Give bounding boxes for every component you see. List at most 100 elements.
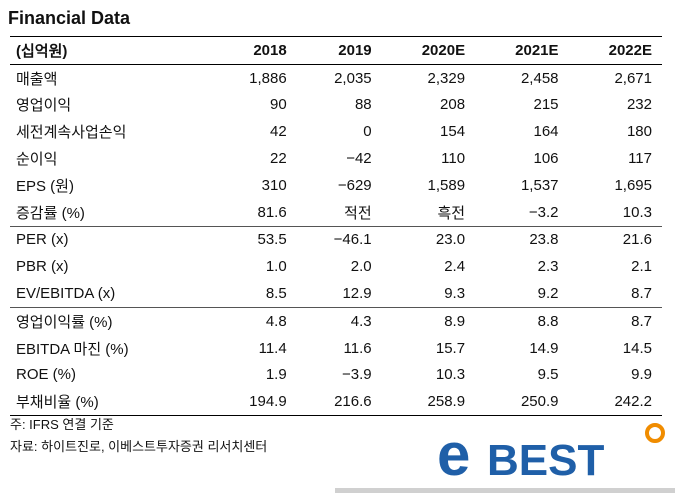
table-row: PBR (x) 1.0 2.0 2.4 2.3 2.1 xyxy=(10,253,662,280)
table-cell: 8.7 xyxy=(568,306,662,335)
bottom-bar xyxy=(335,488,675,493)
table-row: PER (x) 53.5 −46.1 23.0 23.8 21.6 xyxy=(10,225,662,254)
table-cell: 14.5 xyxy=(622,339,652,357)
table-cell: 232 xyxy=(626,96,652,114)
table-cell: 22 xyxy=(270,150,287,168)
logo-best-text: BEST xyxy=(487,436,604,483)
table-cell: 흑전 xyxy=(437,204,466,222)
table-cell: 194.9 xyxy=(212,388,297,417)
table-cell: 250.9 xyxy=(475,388,569,417)
table-cell: 1.0 xyxy=(265,258,287,276)
row-label: 순이익 xyxy=(16,151,58,169)
table-cell: 10.3 xyxy=(622,203,652,221)
table-cell: 적전 xyxy=(344,204,372,222)
table-header-row: (십억원) 2018 2019 2020E 2021E 2022E xyxy=(10,36,662,65)
unit-header: (십억원) xyxy=(16,42,68,60)
table-cell: 310 xyxy=(261,176,287,194)
table-cell: 208 xyxy=(440,96,466,114)
row-label: 증감률 (%) xyxy=(16,204,85,222)
table-cell: −46.1 xyxy=(296,225,382,254)
row-label: EPS (원) xyxy=(16,177,74,195)
table-cell: 9.9 xyxy=(631,366,652,384)
table-cell: 258.9 xyxy=(381,388,476,417)
row-label: 부채비율 (%) xyxy=(10,388,213,417)
year-header: 2020E xyxy=(421,41,466,59)
year-header: 2018 xyxy=(253,41,287,59)
table-cell: 242.2 xyxy=(568,388,662,417)
table-row: EPS (원) 310 −629 1,589 1,537 1,695 xyxy=(10,172,662,199)
table-cell: 1,589 xyxy=(427,176,466,194)
table-cell: 2,035 xyxy=(334,69,372,87)
table-cell: 2.1 xyxy=(631,258,652,276)
table-cell: 14.9 xyxy=(529,339,559,357)
table-cell: 4.8 xyxy=(212,306,297,335)
table-cell: 1,886 xyxy=(249,69,287,87)
table-cell: 1.9 xyxy=(265,366,287,384)
table-cell: 8.7 xyxy=(631,285,652,303)
table-cell: 164 xyxy=(533,123,559,141)
table-cell: −3.2 xyxy=(528,203,559,221)
footnote-basis: 주: IFRS 연결 기준 xyxy=(10,417,114,432)
table-row: 영업이익률 (%) 4.8 4.3 8.9 8.8 8.7 xyxy=(10,306,662,335)
row-label: ROE (%) xyxy=(16,366,76,384)
table-cell: 216.6 xyxy=(296,388,382,417)
table-cell: 81.6 xyxy=(257,203,287,221)
row-label: EBITDA 마진 (%) xyxy=(16,340,129,358)
table-cell: 106 xyxy=(533,150,559,168)
table-cell: 154 xyxy=(440,123,466,141)
logo-e-letter: e xyxy=(437,423,470,483)
table-row: 순이익 22 −42 110 106 117 xyxy=(10,145,662,172)
table-cell: 12.9 xyxy=(342,285,372,303)
row-label: 영업이익 xyxy=(16,97,72,115)
table-cell: 9.5 xyxy=(537,366,559,384)
table-cell: 23.8 xyxy=(475,225,569,254)
table-cell: 42 xyxy=(270,123,287,141)
table-cell: 180 xyxy=(626,123,652,141)
row-label: EV/EBITDA (x) xyxy=(16,285,116,303)
table-cell: 2.0 xyxy=(350,258,372,276)
table-cell: 15.7 xyxy=(435,339,466,357)
table-cell: 4.3 xyxy=(296,306,382,335)
table-row: EV/EBITDA (x) 8.5 12.9 9.3 9.2 8.7 xyxy=(10,280,662,307)
table-row: 증감률 (%) 81.6 적전 흑전 −3.2 10.3 xyxy=(10,199,662,226)
table-cell: 8.9 xyxy=(381,306,476,335)
table-cell: 1,537 xyxy=(520,176,559,194)
financial-table: (십억원) 2018 2019 2020E 2021E 2022E 매출액 1,8… xyxy=(10,36,662,417)
table-row: EBITDA 마진 (%) 11.4 11.6 15.7 14.9 14.5 xyxy=(10,335,662,362)
table-cell: −42 xyxy=(346,150,372,168)
table-cell: 110 xyxy=(441,150,466,168)
row-label: PBR (x) xyxy=(16,258,69,276)
table-cell: −629 xyxy=(337,176,372,194)
row-label: PER (x) xyxy=(10,225,213,254)
table-cell: 88 xyxy=(354,96,372,114)
row-label: 영업이익률 (%) xyxy=(10,306,213,335)
table-cell: 215 xyxy=(533,96,559,114)
table-cell: 2.4 xyxy=(444,258,466,276)
row-label: 매출액 xyxy=(16,70,58,88)
table-cell: 0 xyxy=(363,123,372,141)
ebest-logo: e BEST xyxy=(437,423,665,483)
table-cell: 2,329 xyxy=(427,69,466,87)
logo-dot-icon xyxy=(645,423,665,443)
table-cell: 2,671 xyxy=(614,69,652,87)
table-row: 영업이익 90 88 208 215 232 xyxy=(10,92,662,119)
table-cell: 90 xyxy=(270,96,287,114)
table-row: ROE (%) 1.9 −3.9 10.3 9.5 9.9 xyxy=(10,362,662,389)
table-cell: 8.8 xyxy=(475,306,569,335)
table-cell: 2,458 xyxy=(520,69,559,87)
table-cell: 53.5 xyxy=(212,225,297,254)
table-row: 세전계속사업손익 42 0 154 164 180 xyxy=(10,118,662,145)
table-row: 매출액 1,886 2,035 2,329 2,458 2,671 xyxy=(10,64,662,91)
table-cell: 9.3 xyxy=(444,285,466,303)
table-cell: 117 xyxy=(628,150,652,168)
table-cell: 11.4 xyxy=(258,339,287,357)
table-cell: 8.5 xyxy=(265,285,287,303)
year-header: 2019 xyxy=(338,41,372,59)
year-header: 2022E xyxy=(608,41,652,59)
table-cell: 2.3 xyxy=(537,258,559,276)
table-cell: 23.0 xyxy=(381,225,476,254)
row-label: 세전계속사업손익 xyxy=(16,124,127,142)
table-cell: 10.3 xyxy=(435,366,466,384)
table-row: 부채비율 (%) 194.9 216.6 258.9 250.9 242.2 xyxy=(10,388,662,417)
page-title: Financial Data xyxy=(8,8,131,28)
